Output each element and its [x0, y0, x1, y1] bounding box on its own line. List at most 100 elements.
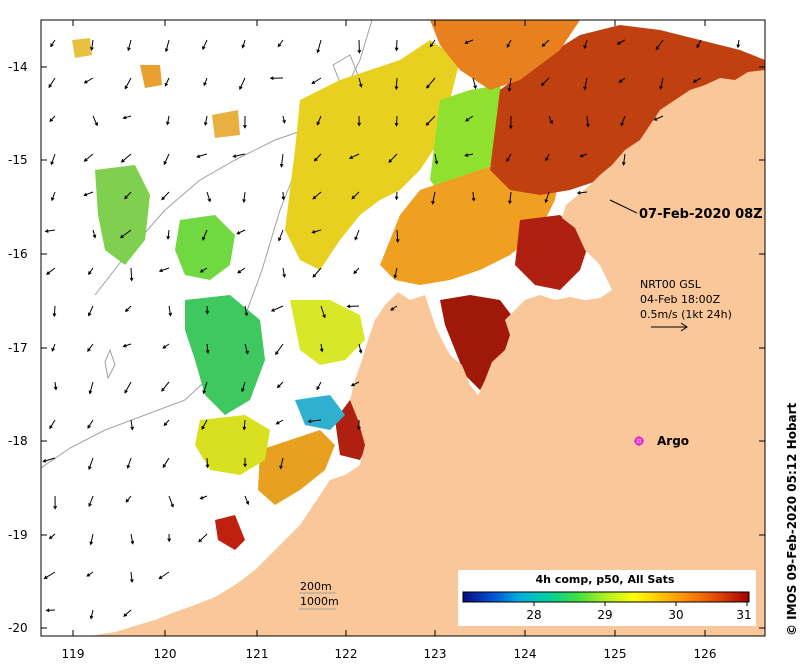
- current-vector: [276, 381, 284, 389]
- current-vector: [88, 381, 94, 395]
- current-vector: [395, 229, 400, 243]
- argo-label: Argo: [657, 434, 689, 448]
- sst-colorbar: 4h comp, p50, All Sats 28 29 30 31: [458, 570, 756, 626]
- lat-label-18: -18: [8, 434, 28, 448]
- land-mass: [90, 70, 765, 636]
- lon-label-126: 126: [694, 647, 717, 661]
- current-vector: [53, 495, 58, 510]
- sst-patch-west-south: [185, 295, 265, 415]
- sst-patch-offshore-north: [285, 40, 460, 270]
- current-vector: [388, 153, 398, 163]
- current-vector: [244, 305, 249, 317]
- colorbar-tick-29: 29: [597, 608, 612, 622]
- current-vector: [239, 77, 246, 90]
- depth-contour-legend: 200m 1000m: [299, 580, 339, 610]
- current-vector: [692, 77, 702, 83]
- current-vector: [243, 115, 247, 129]
- current-vector: [696, 39, 702, 49]
- current-vector: [196, 153, 208, 158]
- argo-marker-cross: [634, 436, 644, 446]
- current-model-label: NRT00 GSL: [640, 278, 702, 291]
- current-vector: [429, 39, 436, 48]
- current-vector: [168, 495, 174, 508]
- current-vector: [87, 343, 94, 352]
- current-vector: [88, 457, 94, 471]
- lat-label-14: -14: [8, 60, 28, 74]
- sst-patch-gulf: [515, 215, 590, 290]
- current-vector: [164, 39, 170, 53]
- current-vector: [508, 191, 512, 205]
- current-vector: [199, 267, 208, 273]
- current-vector: [275, 343, 284, 356]
- current-vector: [275, 419, 284, 425]
- current-vector: [202, 381, 208, 395]
- current-vector: [241, 39, 246, 49]
- map-panel: [41, 20, 765, 636]
- sst-patch-far-west: [95, 165, 150, 265]
- current-vector: [346, 304, 360, 309]
- current-vector: [120, 153, 132, 163]
- current-vector: [48, 533, 56, 540]
- current-vector: [313, 153, 322, 162]
- current-vector: [50, 39, 56, 48]
- current-vector: [52, 305, 57, 318]
- current-vector: [545, 153, 550, 162]
- current-vector: [576, 190, 588, 195]
- current-vector: [198, 533, 208, 543]
- lon-label-125: 125: [604, 647, 627, 661]
- current-vector: [311, 77, 322, 85]
- current-vector: [205, 457, 210, 469]
- current-vector: [202, 39, 208, 51]
- current-vector: [653, 115, 664, 121]
- current-vector: [83, 153, 94, 162]
- current-vector: [655, 39, 664, 51]
- current-vector: [51, 343, 56, 352]
- lon-label-120: 120: [154, 647, 177, 661]
- sst-patch-green-band: [430, 85, 510, 200]
- lon-label-124: 124: [514, 647, 537, 661]
- depth-legend-1000m: 1000m: [300, 595, 339, 608]
- current-vector: [394, 115, 399, 127]
- current-vector: [203, 77, 208, 87]
- current-vector: [206, 191, 212, 203]
- current-vector: [354, 229, 360, 241]
- current-vector: [616, 39, 626, 45]
- current-vector: [83, 191, 94, 197]
- current-vector: [618, 77, 626, 83]
- current-vector: [164, 77, 170, 87]
- current-vector: [269, 76, 284, 81]
- current-vector: [279, 457, 284, 470]
- current-vector: [350, 381, 360, 387]
- colorbar-tick-28: 28: [526, 608, 541, 622]
- current-vector: [241, 381, 246, 393]
- current-vector: [390, 305, 398, 311]
- current-vector: [270, 305, 284, 312]
- current-time-label: 04-Feb 18:00Z: [640, 293, 721, 306]
- current-vector: [129, 571, 134, 584]
- current-vector: [311, 229, 322, 234]
- current-vector: [88, 495, 94, 508]
- current-vector: [125, 495, 132, 503]
- current-vector: [163, 419, 170, 427]
- current-vector: [464, 39, 474, 44]
- current-vector: [307, 419, 322, 424]
- current-vector: [279, 153, 284, 168]
- current-vector: [124, 305, 132, 313]
- current-vector: [89, 609, 94, 620]
- current-vector: [507, 77, 512, 92]
- current-vector: [357, 115, 362, 127]
- current-vector: [358, 77, 363, 88]
- sst-patch-south-yellow: [195, 415, 270, 475]
- current-vector: [465, 115, 474, 122]
- current-vector: [122, 343, 132, 348]
- current-vector: [89, 533, 94, 546]
- lat-label-16: -16: [8, 247, 28, 261]
- current-vector: [394, 77, 399, 91]
- current-vector: [244, 495, 250, 506]
- lat-label-20: -20: [8, 621, 28, 635]
- current-vector: [544, 191, 550, 204]
- current-vector: [162, 343, 170, 349]
- current-vector: [393, 267, 398, 279]
- current-vector: [232, 153, 246, 158]
- colorbar-title: 4h comp, p50, All Sats: [536, 573, 675, 586]
